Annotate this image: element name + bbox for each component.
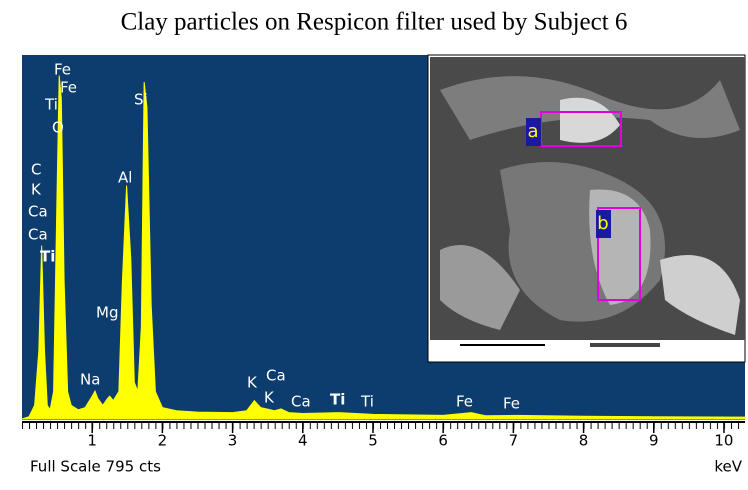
element-label: Si: [134, 91, 148, 109]
element-label: Ca: [266, 367, 286, 385]
full-scale-label: Full Scale 795 cts: [30, 458, 161, 476]
spectrum: [21, 75, 746, 420]
chart-title: Clay particles on Respicon filter used b…: [121, 9, 628, 36]
element-label: K: [31, 181, 42, 199]
element-label: Al: [118, 169, 132, 187]
element-label: C: [31, 161, 41, 179]
x-tick-label: 9: [649, 432, 659, 450]
x-tick-label: 1: [87, 432, 97, 450]
x-tick-label: 5: [368, 432, 378, 450]
element-label: Fe: [54, 61, 71, 79]
sem-image: a b: [427, 54, 746, 363]
region-box: [597, 207, 641, 301]
x-tick-label: 6: [438, 432, 448, 450]
particle: [440, 245, 520, 330]
element-label: K: [264, 389, 275, 407]
element-label: Ti: [330, 391, 345, 409]
x-tick-label: 8: [579, 432, 589, 450]
x-tick-label: 7: [509, 432, 519, 450]
x-axis-label: keV: [714, 458, 742, 476]
element-label: Ca: [291, 393, 311, 411]
image-info: [590, 343, 660, 347]
region-label: a: [527, 121, 538, 142]
element-label: Na: [80, 371, 100, 389]
element-label: Ti: [40, 248, 55, 266]
label-box: [526, 118, 541, 146]
label-box: [596, 210, 611, 238]
x-tick-label: 10: [714, 432, 733, 450]
element-label: Ca: [28, 203, 48, 221]
particle: [560, 97, 620, 143]
x-tick-label: 3: [228, 432, 238, 450]
element-label: Mg: [96, 304, 118, 322]
x-tick-label: 4: [298, 432, 308, 450]
element-label: O: [52, 119, 64, 137]
element-label: Ti: [44, 96, 58, 114]
element-label: Fe: [60, 79, 77, 97]
element-label: Fe: [503, 395, 520, 413]
particle: [660, 255, 740, 335]
element-label: K: [247, 374, 258, 392]
minor-ticks: [22, 423, 745, 429]
region-label: b: [597, 213, 608, 234]
element-label: Ti: [360, 393, 374, 411]
element-label: Ca: [28, 226, 48, 244]
x-tick-label: 2: [158, 432, 168, 450]
element-label: Fe: [456, 393, 473, 411]
